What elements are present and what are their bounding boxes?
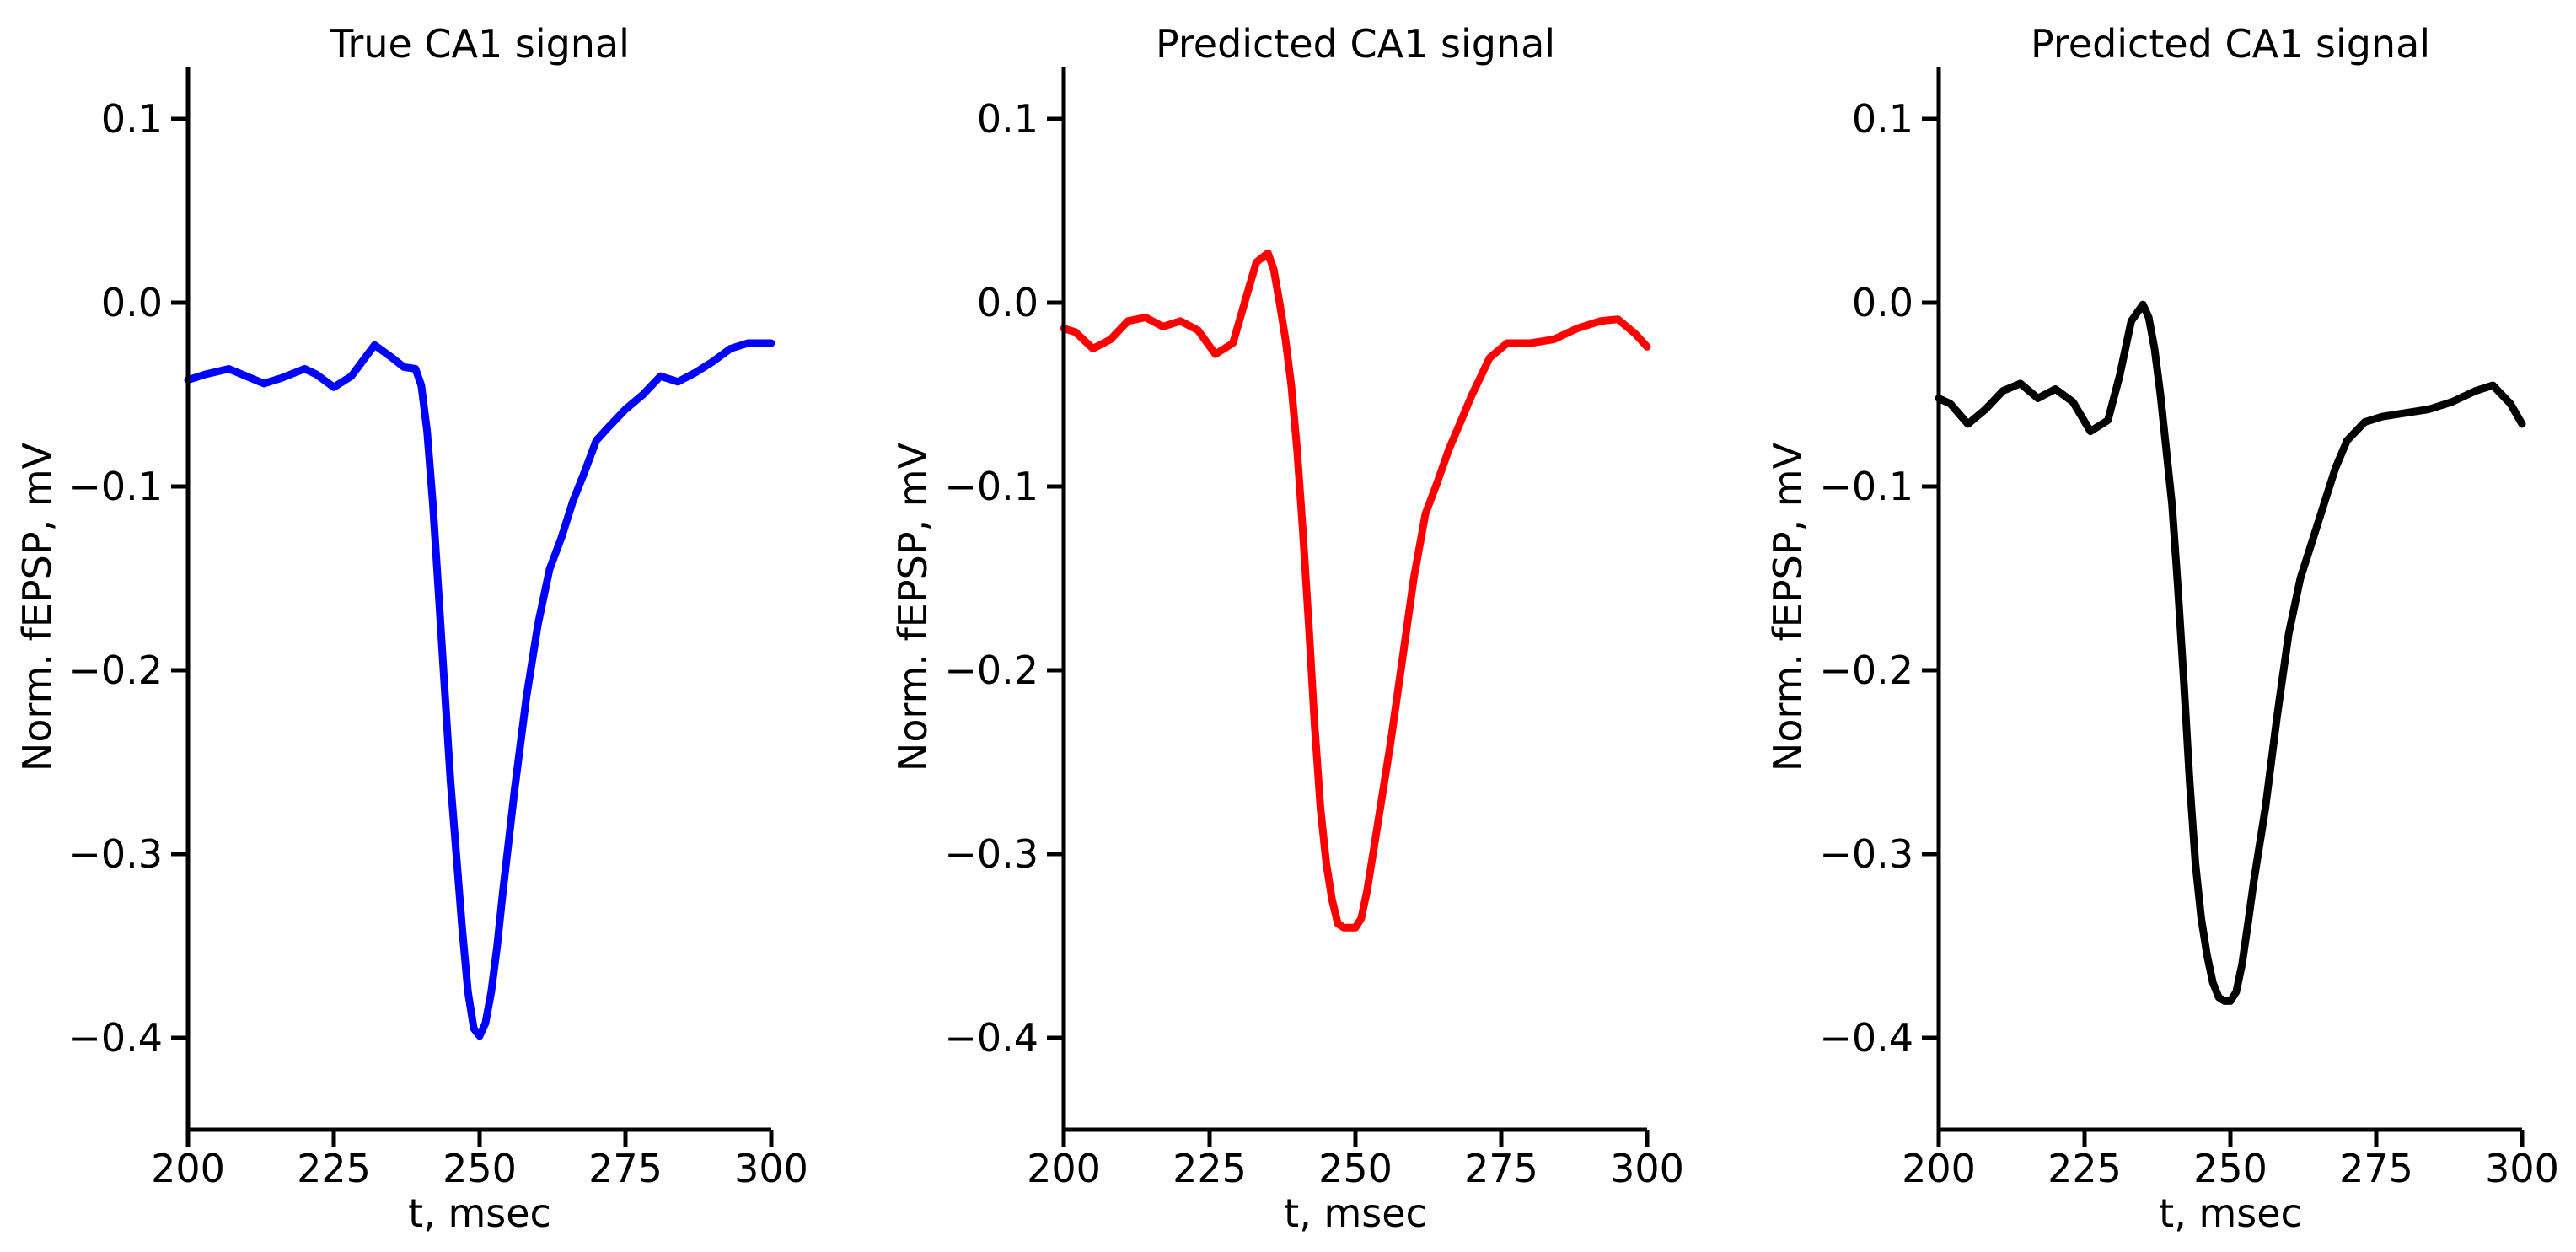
- x-axis-label: t, msec: [1284, 1190, 1427, 1236]
- y-tick-label: −0.4: [1819, 1015, 1913, 1061]
- y-axis-label: Norm. fEPSP, mV: [14, 442, 60, 771]
- x-tick-label: 300: [2485, 1146, 2559, 1191]
- y-tick-label: −0.3: [1819, 831, 1913, 877]
- x-tick-label: 250: [2193, 1146, 2267, 1191]
- y-tick-label: −0.1: [68, 464, 163, 509]
- x-tick-label: 300: [734, 1146, 808, 1191]
- y-tick-label: −0.1: [944, 464, 1038, 509]
- series-line: [184, 339, 775, 1040]
- y-tick-label: −0.4: [68, 1015, 163, 1061]
- x-tick-label: 225: [1173, 1146, 1247, 1191]
- y-tick-label: 0.0: [101, 280, 163, 325]
- x-tick-label: 200: [1902, 1146, 1976, 1191]
- x-tick-label: 200: [1027, 1146, 1101, 1191]
- x-tick-label: 225: [2047, 1146, 2122, 1191]
- x-tick-label: 250: [443, 1146, 517, 1191]
- x-tick-label: 275: [588, 1146, 663, 1191]
- y-tick-label: −0.2: [1819, 647, 1913, 693]
- y-tick-label: −0.3: [944, 831, 1038, 877]
- x-tick-label: 275: [1464, 1146, 1538, 1191]
- series-line: [1935, 300, 2526, 1005]
- y-axis-label: Norm. fEPSP, mV: [1765, 442, 1811, 771]
- y-tick-label: 0.0: [977, 280, 1038, 325]
- series-line: [1060, 249, 1651, 932]
- chart-panel-3: Predicted CA1 signal 0.1 0.0 −0.1 −0.2 −0.3 −0…: [1765, 21, 2559, 1236]
- y-axis-label: Norm. fEPSP, mV: [890, 442, 936, 771]
- y-tick-label: 0.0: [1852, 280, 1913, 325]
- x-tick-label: 225: [297, 1146, 371, 1191]
- chart-title: Predicted CA1 signal: [2031, 21, 2430, 67]
- chart-panel-1: True CA1 signal 0.1 0.0 −0.1 −0.2 −0.3 −0.4 200…: [14, 21, 808, 1236]
- y-tick-label: −0.4: [944, 1015, 1038, 1061]
- chart-panel-2: Predicted CA1 signal 0.1 0.0 −0.1 −0.2 −0.3 −0…: [890, 21, 1684, 1236]
- x-axis-label: t, msec: [408, 1190, 551, 1236]
- y-tick-label: 0.1: [1852, 96, 1913, 142]
- chart-title: Predicted CA1 signal: [1156, 21, 1555, 67]
- y-tick-label: −0.2: [68, 647, 163, 693]
- x-axis-label: t, msec: [2159, 1190, 2302, 1236]
- y-tick-label: −0.2: [944, 647, 1038, 693]
- y-tick-label: 0.1: [977, 96, 1038, 142]
- y-tick-label: −0.1: [1819, 464, 1913, 509]
- x-tick-label: 200: [151, 1146, 225, 1191]
- x-tick-label: 300: [1610, 1146, 1684, 1191]
- y-tick-label: −0.3: [68, 831, 163, 877]
- chart-title: True CA1 signal: [329, 21, 630, 67]
- x-tick-label: 250: [1318, 1146, 1393, 1191]
- x-tick-label: 275: [2339, 1146, 2413, 1191]
- y-tick-label: 0.1: [101, 96, 163, 142]
